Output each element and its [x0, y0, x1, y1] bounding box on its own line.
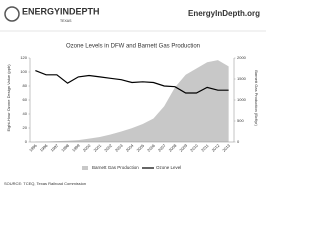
y2-tick-label: 0 [237, 139, 240, 144]
y-tick-label: 60 [23, 97, 28, 102]
y2-tick-label: 2000 [237, 55, 247, 60]
x-tick-label: 2013 [221, 142, 231, 152]
x-tick-label: 2003 [114, 142, 124, 152]
x-tick-label: 1999 [71, 142, 81, 152]
x-tick-label: 2012 [211, 142, 221, 152]
x-tick-label: 1995 [28, 142, 38, 152]
source: SOURCE: TCEQ, Texas Railroad Commission [4, 181, 86, 186]
legend-label: Ozone Level [156, 165, 181, 170]
line [35, 70, 229, 94]
x-tick-label: 2006 [146, 142, 156, 152]
x-tick-label: 2001 [92, 142, 102, 152]
x-tick-label: 2009 [178, 142, 188, 152]
y-tick-label: 0 [25, 139, 28, 144]
y-tick-label: 100 [20, 69, 27, 74]
logo-region: TEXAS [60, 19, 72, 23]
x-tick-label: 2011 [200, 142, 210, 152]
y-tick-label: 120 [20, 55, 27, 60]
y-tick-label: 80 [23, 83, 28, 88]
x-tick-label: 1996 [39, 142, 49, 152]
x-tick-label: 1997 [49, 142, 59, 152]
y-tick-label: 20 [23, 125, 28, 130]
x-tick-label: 2007 [157, 142, 167, 152]
x-tick-label: 2000 [82, 142, 92, 152]
x-tick-label: 2002 [103, 142, 113, 152]
legend-swatch [82, 166, 88, 170]
area [35, 60, 229, 142]
x-tick-label: 2010 [189, 142, 199, 152]
y-axis-label: Eight-Hour Ozone Design Value (ppb) [6, 64, 11, 132]
header-bg [0, 0, 266, 30]
y2-tick-label: 1500 [237, 76, 247, 81]
legend-label: Barnett Gas Production [92, 165, 139, 170]
y-tick-label: 40 [23, 111, 28, 116]
x-tick-label: 1998 [60, 142, 70, 152]
logo-icon [4, 6, 20, 22]
y2-tick-label: 1000 [237, 97, 247, 102]
x-tick-label: 2004 [125, 142, 135, 152]
y2-tick-label: 500 [237, 118, 244, 123]
y2-axis-label: Barnett Gas Production (Bcf/yr) [254, 70, 259, 126]
site: EnergyInDepth.org [188, 9, 260, 18]
chart: ENERGYINDEPTH TEXAS EnergyInDepth.org Oz… [0, 0, 266, 187]
x-tick-label: 2005 [135, 142, 145, 152]
chart-title: Ozone Levels in DFW and Barnett Gas Prod… [66, 44, 200, 50]
logo: ENERGYINDEPTH [22, 6, 100, 16]
x-tick-label: 2008 [168, 142, 178, 152]
